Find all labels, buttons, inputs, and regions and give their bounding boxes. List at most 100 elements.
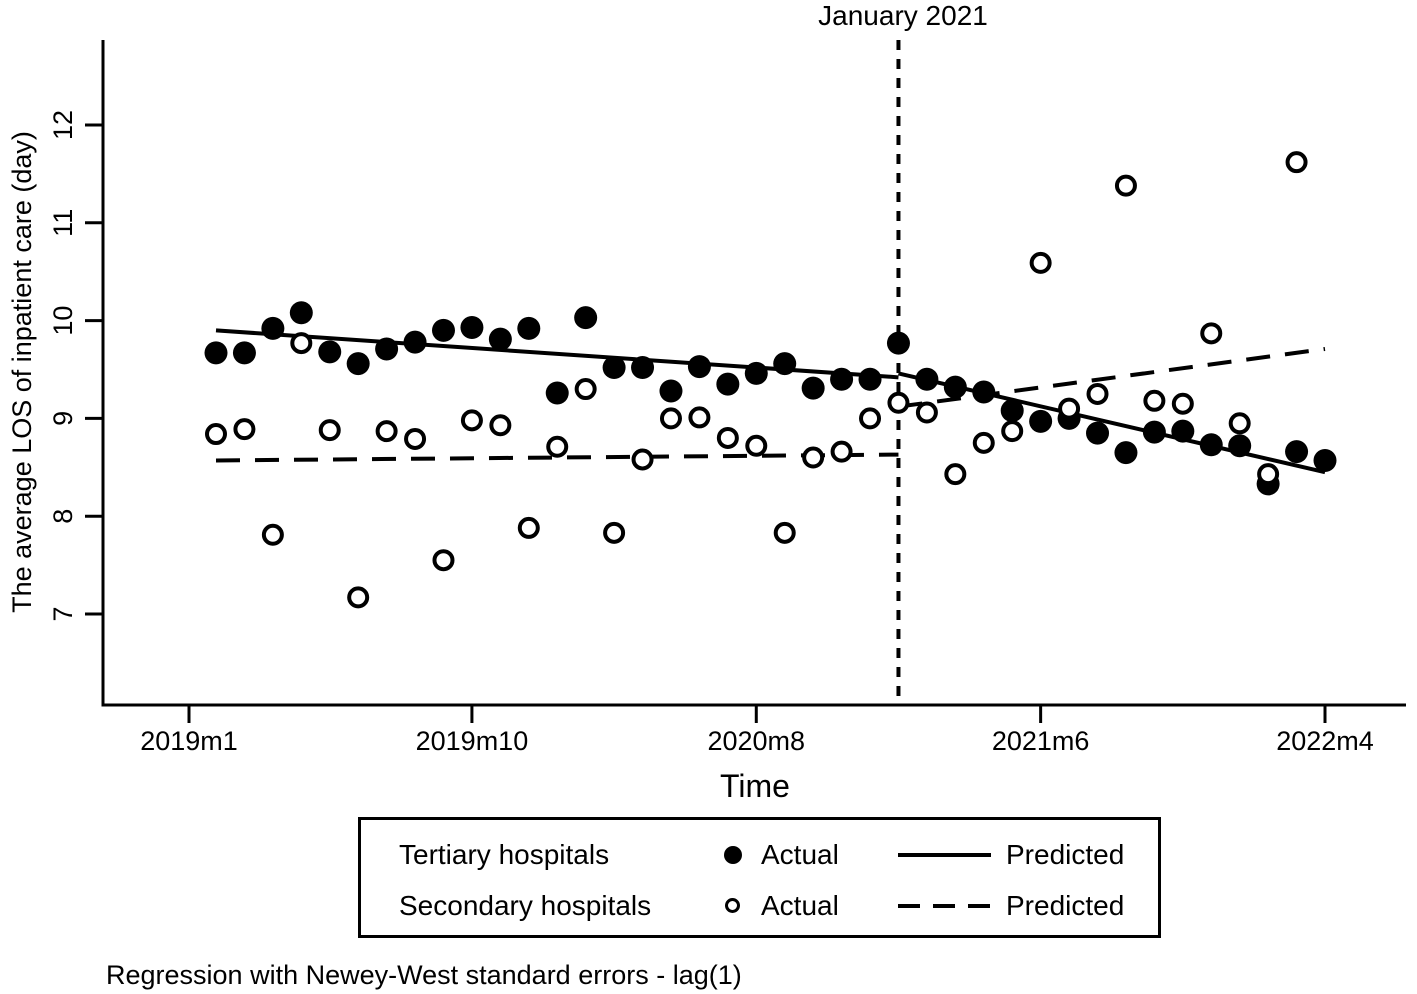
data-point-tertiary <box>1029 409 1053 433</box>
data-point-secondary <box>1143 389 1166 412</box>
data-point-tertiary <box>545 381 569 405</box>
data-point-tertiary <box>375 337 399 361</box>
data-point-tertiary <box>1086 421 1110 445</box>
legend-series-label: Tertiary hospitals <box>399 839 610 870</box>
y-tick-label: 8 <box>48 509 78 524</box>
legend-predicted-label: Predicted <box>1006 890 1125 921</box>
data-point-secondary <box>347 586 370 609</box>
data-point-secondary <box>1114 174 1137 197</box>
data-point-secondary <box>1029 251 1052 274</box>
data-point-tertiary <box>346 352 370 376</box>
data-point-tertiary <box>261 316 285 340</box>
predicted-line-secondary <box>898 346 1326 409</box>
data-point-tertiary <box>1000 399 1024 423</box>
data-point-tertiary <box>574 306 598 330</box>
data-point-tertiary <box>602 356 626 380</box>
data-point-tertiary <box>659 379 683 403</box>
data-point-tertiary <box>488 327 512 351</box>
legend-box: Tertiary hospitals Actual Predicted Seco… <box>358 817 1161 938</box>
y-tick-label: 9 <box>48 411 78 426</box>
data-point-secondary <box>404 427 427 450</box>
data-point-tertiary <box>631 356 655 380</box>
y-tick-label: 10 <box>48 306 78 336</box>
data-point-secondary <box>688 406 711 429</box>
data-point-secondary <box>233 418 256 441</box>
data-point-secondary <box>1257 463 1280 486</box>
data-point-tertiary <box>886 331 910 355</box>
data-point-secondary <box>517 516 540 539</box>
open-circle-icon <box>725 898 740 913</box>
x-tick-label: 2021m6 <box>992 726 1090 756</box>
data-point-secondary <box>1086 382 1109 405</box>
data-point-tertiary <box>1171 419 1195 443</box>
data-point-tertiary <box>687 355 711 379</box>
data-point-secondary <box>489 414 512 437</box>
data-point-tertiary <box>517 316 541 340</box>
data-point-secondary <box>1058 397 1081 420</box>
data-point-tertiary <box>943 375 967 399</box>
data-point-secondary <box>830 440 853 463</box>
data-point-tertiary <box>1285 440 1309 464</box>
y-axis-title: The average LOS of inpatient care (day) <box>7 131 37 613</box>
x-tick-label: 2022m4 <box>1276 726 1374 756</box>
data-point-tertiary <box>716 372 740 396</box>
data-point-tertiary <box>830 367 854 391</box>
y-tick-label: 11 <box>48 209 78 237</box>
legend-predicted-label: Predicted <box>1006 839 1125 870</box>
data-point-tertiary <box>403 330 427 354</box>
data-point-secondary <box>716 426 739 449</box>
data-point-tertiary <box>460 315 484 339</box>
data-point-tertiary <box>1313 448 1337 472</box>
data-point-secondary <box>205 423 227 446</box>
data-point-secondary <box>1285 151 1308 174</box>
dashed-line-icon <box>898 904 991 908</box>
legend-row-secondary: Secondary hospitals Actual Predicted <box>361 884 1158 928</box>
data-point-secondary <box>631 448 654 471</box>
predicted-line-tertiary <box>898 371 1326 475</box>
data-point-tertiary <box>204 341 228 365</box>
data-point-secondary <box>290 332 313 355</box>
data-point-secondary <box>574 378 597 401</box>
y-tick-label: 12 <box>48 110 78 140</box>
data-point-tertiary <box>1142 420 1166 444</box>
data-point-secondary <box>375 420 398 443</box>
y-tick-label: 7 <box>48 606 78 621</box>
legend-actual-label: Actual <box>761 890 839 921</box>
data-point-tertiary <box>915 367 939 391</box>
data-point-secondary <box>603 521 626 544</box>
data-point-tertiary <box>744 361 768 385</box>
data-point-tertiary <box>318 340 342 364</box>
footnote: Regression with Newey-West standard erro… <box>106 960 742 990</box>
data-point-tertiary <box>1228 434 1252 458</box>
data-point-tertiary <box>801 376 825 400</box>
data-point-secondary <box>1001 420 1024 443</box>
legend-series-label: Secondary hospitals <box>399 890 652 921</box>
data-point-secondary <box>859 407 882 430</box>
legend-row-tertiary: Tertiary hospitals Actual Predicted <box>361 833 1158 877</box>
legend-actual-label: Actual <box>761 839 839 870</box>
solid-line-icon <box>898 853 991 857</box>
data-point-secondary <box>261 523 284 546</box>
data-point-secondary <box>1200 322 1223 345</box>
data-point-tertiary <box>773 352 797 376</box>
data-point-secondary <box>1228 412 1251 435</box>
data-point-secondary <box>432 549 455 572</box>
data-point-tertiary <box>1199 433 1223 457</box>
data-point-secondary <box>1171 392 1194 415</box>
data-point-secondary <box>887 391 910 414</box>
data-point-tertiary <box>232 341 256 365</box>
predicted-line-secondary <box>215 452 899 463</box>
data-point-secondary <box>460 409 483 432</box>
data-point-tertiary <box>972 380 996 404</box>
predicted-line-tertiary <box>215 328 899 380</box>
x-tick-label: 2019m1 <box>140 726 238 756</box>
data-point-secondary <box>659 407 682 430</box>
data-point-secondary <box>802 446 825 469</box>
data-point-secondary <box>745 434 768 457</box>
data-point-tertiary <box>289 301 313 325</box>
data-point-secondary <box>915 401 938 424</box>
data-point-tertiary <box>431 318 455 342</box>
data-point-secondary <box>773 521 796 544</box>
data-point-secondary <box>944 463 967 486</box>
